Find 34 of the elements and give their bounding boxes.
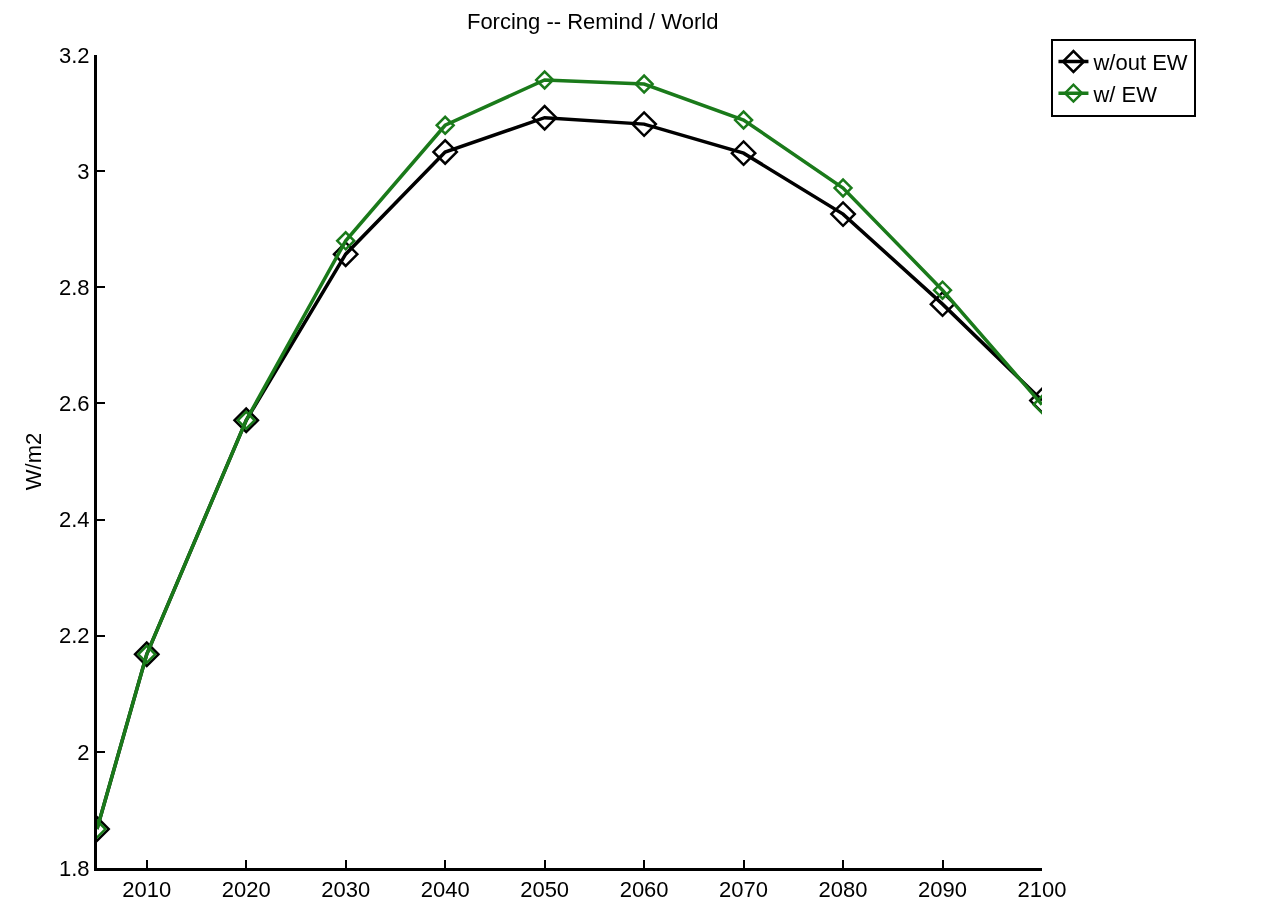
point (733, 110, 754, 130)
x-tick-label: 2090 (918, 877, 968, 903)
y-tick-label: 2.8 (59, 274, 90, 300)
point (634, 74, 654, 94)
x-tick-label: 2070 (719, 877, 769, 903)
point (432, 139, 459, 165)
x-tick-label: 2040 (420, 877, 470, 903)
legend-label: w/ EW (1092, 81, 1158, 107)
point (534, 70, 555, 90)
y-tick-label: 2.6 (59, 391, 90, 417)
point (932, 280, 953, 300)
point (435, 115, 455, 135)
point (631, 111, 658, 138)
y-tick-label: 2.4 (59, 507, 90, 533)
x-tick-label: 2030 (321, 877, 371, 903)
y-tick-label: 3 (77, 158, 90, 184)
y-tick-label: 2 (77, 739, 90, 765)
point (335, 231, 356, 251)
x-tick-label: 2050 (520, 877, 570, 903)
point (833, 178, 853, 198)
y-axis-title: W/m2 (20, 432, 46, 491)
x-tick-label: 2080 (818, 877, 868, 903)
point (531, 104, 558, 131)
y-tick-label: 2.2 (59, 623, 90, 649)
y-tick-label: 3.2 (59, 42, 90, 68)
x-tick-label: 2060 (619, 877, 669, 903)
y-tick-label: 1.8 (59, 855, 90, 881)
x-tick-label: 2100 (1017, 877, 1067, 903)
chart-title: Forcing -- Remind / World (466, 8, 719, 34)
point (830, 201, 856, 228)
x-tick-label: 2020 (221, 877, 271, 903)
x-tick-label: 2010 (122, 877, 172, 903)
point (730, 140, 757, 167)
legend-label: w/out EW (1092, 50, 1188, 76)
